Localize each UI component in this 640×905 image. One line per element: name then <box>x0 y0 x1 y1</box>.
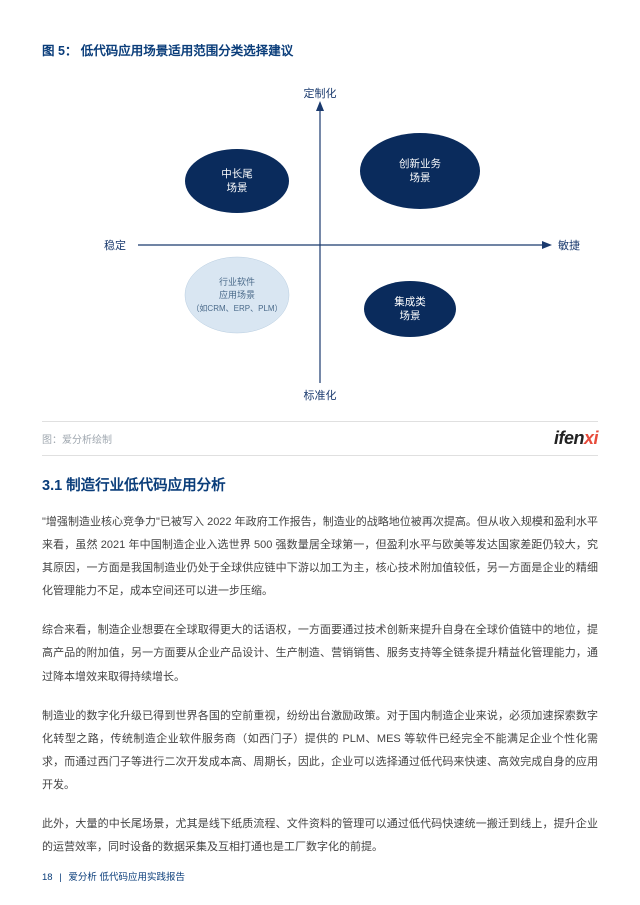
brand-b: xi <box>584 428 598 448</box>
paragraph-2: 综合来看，制造企业想要在全球取得更大的话语权，一方面要通过技术创新来提升自身在全… <box>42 619 598 688</box>
bubble-innovation-l1: 创新业务 <box>399 157 441 170</box>
brand-logo: ifenxi <box>554 428 598 449</box>
bubble-innovation-l2: 场景 <box>410 171 431 184</box>
bubble-integration-l2: 场景 <box>400 309 421 322</box>
figure-title: 图 5： 低代码应用场景适用范围分类选择建议 <box>42 40 598 59</box>
figure-label: 图 5： <box>42 44 77 58</box>
brand-a: ifen <box>554 428 584 448</box>
bubble-industry-sw-l2: 应用场景 <box>219 289 255 300</box>
bubble-integration <box>364 281 456 337</box>
paragraph-4: 此外，大量的中长尾场景，尤其是线下纸质流程、文件资料的管理可以通过低代码快速统一… <box>42 813 598 859</box>
paragraph-1: "增强制造业核心竞争力"已被写入 2022 年政府工作报告，制造业的战略地位被再… <box>42 511 598 603</box>
page-footer: 18 | 爱分析 低代码应用实践报告 <box>42 869 185 883</box>
axis-left: 稳定 <box>104 238 126 252</box>
bubble-integration-l1: 集成类 <box>394 295 426 308</box>
quadrant-chart: 定制化 标准化 稳定 敏捷 中长尾 场景 创新业务 场景 行业软件 应用场景 （… <box>42 77 598 417</box>
source-row: 图：爱分析绘制 ifenxi <box>42 421 598 456</box>
paragraph-3: 制造业的数字化升级已得到世界各国的空前重视，纷纷出台激励政策。对于国内制造企业来… <box>42 705 598 797</box>
page-number: 18 <box>42 872 53 883</box>
bubble-mid-long-tail-l2: 场景 <box>227 181 248 194</box>
section-heading: 3.1 制造行业低代码应用分析 <box>42 474 598 495</box>
figure-title-text: 低代码应用场景适用范围分类选择建议 <box>81 44 294 58</box>
bubble-industry-sw-l1: 行业软件 <box>219 276 255 287</box>
footer-sep: | <box>59 872 61 883</box>
bubble-industry-sw-l3: （如CRM、ERP、PLM） <box>191 303 282 313</box>
report-title: 爱分析 低代码应用实践报告 <box>68 872 185 883</box>
bubble-innovation <box>360 133 480 209</box>
bubble-mid-long-tail-l1: 中长尾 <box>221 167 253 180</box>
bubble-mid-long-tail <box>185 149 289 213</box>
axis-right: 敏捷 <box>558 238 580 252</box>
chart-source: 图：爱分析绘制 <box>42 431 112 446</box>
axis-bottom: 标准化 <box>304 388 337 402</box>
axis-top: 定制化 <box>304 86 337 100</box>
